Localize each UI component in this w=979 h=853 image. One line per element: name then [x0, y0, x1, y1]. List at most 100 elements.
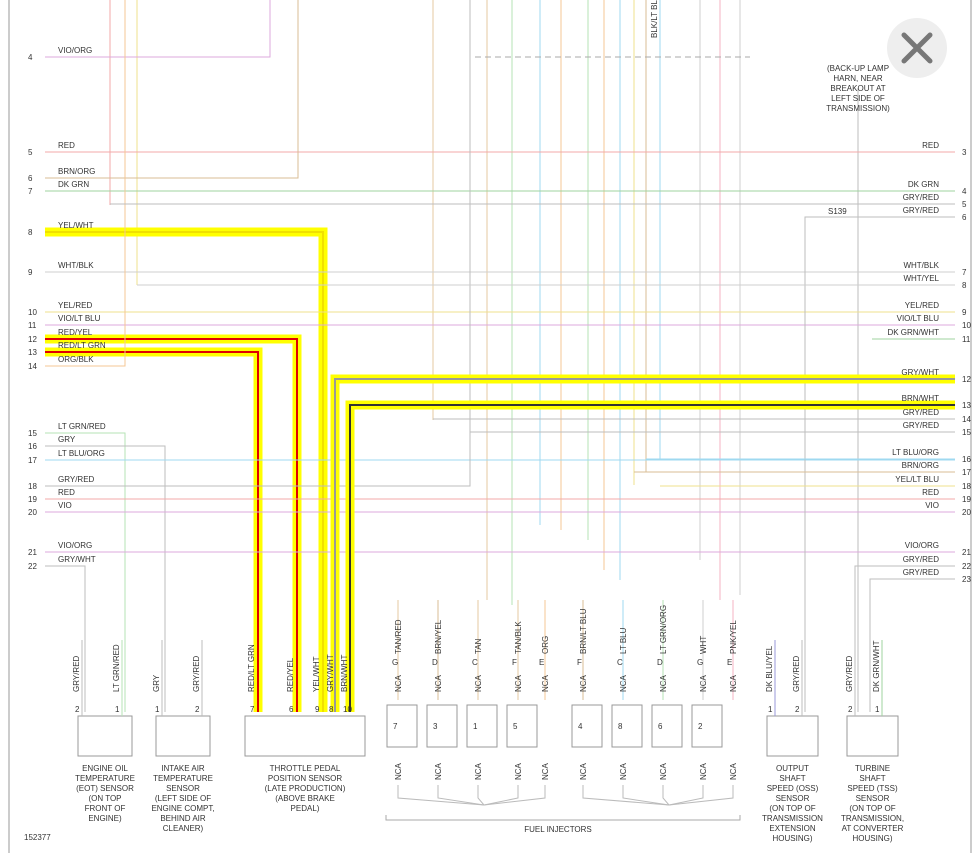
labels: BLK/LT BLU 4 VIO/ORG 5 RED 6 BRN/ORG 7 DK GRN 8 YE…: [28, 0, 971, 843]
injector-box: [691, 704, 723, 748]
ground-wire: [483, 785, 519, 806]
note-text: LEFT SIDE OF: [831, 94, 885, 103]
wire-label: GRY/RED: [903, 421, 940, 430]
sensor-name: SPEED (TSS): [847, 784, 898, 793]
wire-label: LT BLU: [619, 627, 628, 654]
connector-letter: D: [657, 658, 663, 667]
wire-label: YEL/WHT: [312, 656, 321, 692]
wire-label: VIO: [925, 501, 939, 510]
pin-number: 13: [962, 401, 971, 410]
injector-number: 1: [473, 722, 478, 731]
wire-label: RED/YEL: [286, 657, 295, 692]
wire-label: WHT/BLK: [903, 261, 939, 270]
top-wire-label: BLK/LT BLU: [650, 0, 659, 38]
wire-label: TAN/BLK: [514, 621, 523, 654]
wire-label: BRN/ORG: [58, 167, 95, 176]
pin-number: 15: [962, 428, 971, 437]
connector-letter: E: [727, 658, 732, 667]
pin-number: 16: [28, 442, 37, 451]
wire-label: BRN/WHT: [340, 655, 349, 692]
connector-letter: C: [617, 658, 623, 667]
wire-label: RED: [58, 141, 75, 150]
sensor-box: [244, 715, 366, 757]
wire: [869, 578, 955, 712]
pin-number: 14: [962, 415, 971, 424]
wire-label: VIO/ORG: [905, 541, 939, 550]
wire-label: WHT/YEL: [903, 274, 939, 283]
pin-number: 14: [28, 362, 37, 371]
nca-label: NCA: [659, 674, 668, 692]
wire-label: GRY: [58, 435, 76, 444]
sensor-box: [155, 715, 211, 757]
pin-number: 22: [962, 562, 971, 571]
pin-number: 4: [962, 187, 967, 196]
pin-number: 8: [962, 281, 967, 290]
connector-letter: C: [472, 658, 478, 667]
pin-number: 5: [28, 148, 33, 157]
sensor-name: EXTENSION: [769, 824, 815, 833]
wire-label: RED/LT GRN: [58, 341, 106, 350]
injector-number: 2: [698, 722, 703, 731]
ground-wire: [582, 785, 670, 806]
pin-number: 9: [28, 268, 33, 277]
sensor-name: BEHIND AIR: [160, 814, 206, 823]
nca-label: NCA: [514, 674, 523, 692]
wire: [45, 432, 126, 712]
wire-label: DK GRN: [58, 180, 89, 189]
wire-label: LT GRN/RED: [112, 644, 121, 692]
sensor-name: (ON TOP OF: [769, 804, 815, 813]
close-button[interactable]: [887, 18, 947, 78]
sensor-name: (ABOVE BRAKE: [275, 794, 335, 803]
nca-label: NCA: [729, 762, 738, 780]
sensor-name: (ON TOP: [88, 794, 121, 803]
nca-label: NCA: [434, 674, 443, 692]
sensor-name: TRANSMISSION,: [841, 814, 904, 823]
wire-label: RED: [58, 488, 75, 497]
pin-number: 12: [28, 335, 37, 344]
nca-label: NCA: [619, 674, 628, 692]
pin-number: 3: [962, 148, 967, 157]
injector-number: 5: [513, 722, 518, 731]
pin-number: 2: [195, 705, 200, 714]
pin-number: 6: [28, 174, 33, 183]
wire-label: RED/LT GRN: [247, 644, 256, 692]
injector-box: [426, 704, 458, 748]
wire-label: GRY/RED: [792, 655, 801, 692]
wire: [45, 338, 298, 712]
sensor-name: SHAFT: [779, 774, 805, 783]
pin-number: 16: [962, 455, 971, 464]
injector-box: [386, 704, 418, 748]
wire-label: GRY/RED: [845, 655, 854, 692]
wire-label: ORG/BLK: [58, 355, 94, 364]
injector-box: [571, 704, 603, 748]
pin-number: 12: [962, 375, 971, 384]
sensor-name: AT CONVERTER: [842, 824, 904, 833]
note-text: (BACK-UP LAMP: [827, 64, 889, 73]
splice-label: S139: [828, 207, 847, 216]
wire: [45, 0, 471, 487]
ground-wire: [437, 785, 485, 806]
pin-number: 7: [250, 705, 255, 714]
wires: [45, 0, 955, 821]
pin-number: 20: [962, 508, 971, 517]
pin-number: 11: [28, 321, 37, 330]
wire-label: GRY: [152, 674, 161, 692]
wire: [804, 216, 955, 712]
nca-label: NCA: [729, 674, 738, 692]
injector-box: [506, 704, 538, 748]
wire-label: GRY/WHT: [58, 555, 96, 564]
pin-number: 1: [875, 705, 880, 714]
wire-label: GRY/RED: [903, 193, 940, 202]
sensor-name: FRONT OF: [85, 804, 126, 813]
nca-label: NCA: [579, 762, 588, 780]
sensor-name: TEMPERATURE: [153, 774, 213, 783]
connector-letter: G: [392, 658, 398, 667]
injectors-title: FUEL INJECTORS: [524, 825, 592, 834]
pin-number: 1: [115, 705, 120, 714]
nca-label: NCA: [579, 674, 588, 692]
wire-label: VIO: [58, 501, 72, 510]
nca-label: NCA: [699, 762, 708, 780]
wire-label: TAN: [474, 638, 483, 654]
sensor-name: TEMPERATURE: [75, 774, 135, 783]
